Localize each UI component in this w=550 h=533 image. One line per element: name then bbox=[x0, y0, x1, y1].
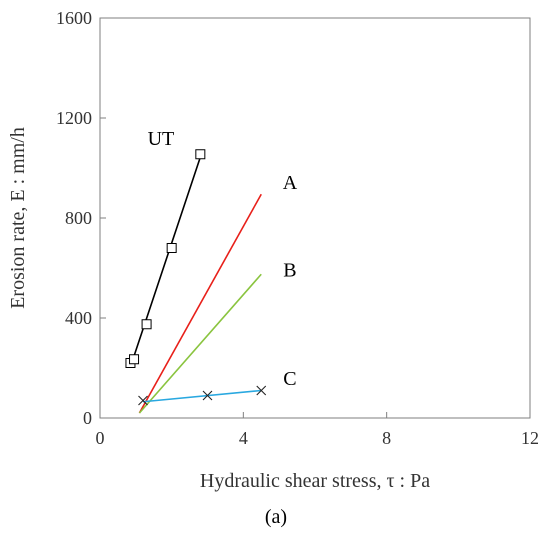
series-c-point bbox=[202, 390, 213, 401]
series-label-ut: UT bbox=[148, 128, 175, 150]
series-c-point bbox=[256, 385, 267, 396]
y-axis-label: Erosion rate, E : mm/h bbox=[7, 127, 29, 309]
x-axis-label: Hydraulic shear stress, τ : Pa bbox=[200, 470, 430, 492]
y-tick-label: 1200 bbox=[56, 108, 92, 128]
plot-border bbox=[99, 17, 531, 419]
y-axis: 0 400 800 1200 1600 bbox=[56, 8, 106, 428]
series-ut bbox=[125, 149, 206, 368]
series-ut-point bbox=[195, 149, 206, 160]
y-tick-label: 1600 bbox=[56, 8, 92, 28]
y-tick-label: 0 bbox=[83, 408, 92, 428]
series-a bbox=[138, 193, 262, 414]
series-label-a: A bbox=[283, 172, 298, 194]
series-label-b: B bbox=[283, 259, 296, 281]
series-a-fit-line bbox=[138, 193, 262, 414]
x-axis: 0 4 8 12 bbox=[96, 412, 539, 448]
series-ut-fit-line bbox=[129, 151, 203, 368]
panel-label: (a) bbox=[265, 506, 287, 528]
series-c-point bbox=[138, 395, 148, 406]
x-marker-stroke bbox=[138, 395, 148, 406]
series-c-fit-line bbox=[142, 389, 262, 403]
series-b-fit-line bbox=[138, 273, 262, 414]
x-tick-label: 4 bbox=[239, 428, 248, 448]
series-labels: UT A B C bbox=[148, 128, 298, 390]
x-tick-label: 12 bbox=[521, 428, 539, 448]
series-b bbox=[138, 273, 262, 414]
y-tick-label: 400 bbox=[65, 308, 92, 328]
series-ut-point bbox=[166, 243, 177, 253]
x-tick-label: 0 bbox=[96, 428, 105, 448]
series-ut-point bbox=[141, 319, 152, 330]
x-marker-stroke bbox=[256, 385, 267, 396]
plot-area bbox=[99, 17, 531, 419]
series-label-c: C bbox=[283, 368, 296, 390]
x-marker-stroke bbox=[202, 390, 213, 401]
series-layer bbox=[125, 149, 267, 414]
series-c bbox=[138, 385, 267, 406]
x-tick-label: 8 bbox=[382, 428, 391, 448]
y-tick-label: 800 bbox=[65, 208, 92, 228]
series-ut-point bbox=[129, 354, 140, 365]
